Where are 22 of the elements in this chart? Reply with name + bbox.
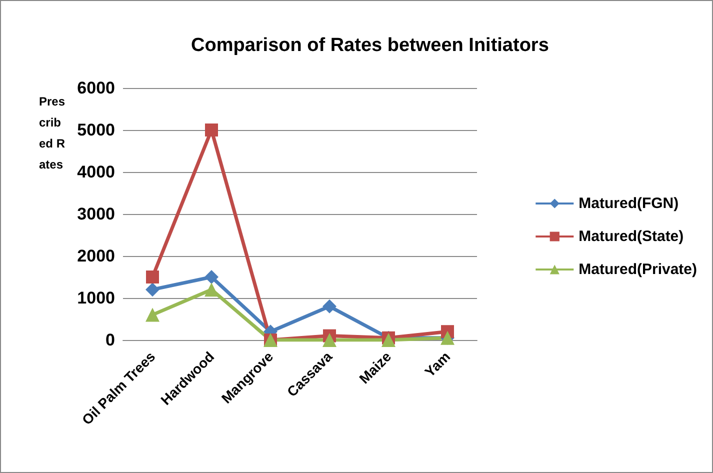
- y-tick-label: 2000: [77, 246, 115, 266]
- y-tick-label: 5000: [77, 120, 115, 140]
- y-tick-label: 1000: [77, 288, 115, 308]
- y-tick-label: 4000: [77, 162, 115, 182]
- y-tick-label: 3000: [77, 204, 115, 224]
- legend-label: Matured(FGN): [578, 195, 679, 212]
- point: [146, 270, 159, 284]
- point: [204, 282, 218, 297]
- point: [322, 299, 336, 314]
- legend-label: Matured(State): [578, 228, 684, 245]
- y-tick-label: 0: [106, 330, 115, 350]
- y-axis-title: Prescribed Rates: [39, 94, 66, 172]
- point: [322, 333, 336, 347]
- point: [205, 124, 218, 136]
- point: [382, 333, 396, 347]
- chart-title: Comparison of Rates between Initiators: [191, 35, 549, 56]
- x-tick-label: Yam: [421, 348, 454, 380]
- point: [146, 308, 160, 322]
- point: [146, 282, 160, 297]
- point: [204, 270, 218, 284]
- y-tick-label: 6000: [77, 78, 115, 98]
- legend-label: Matured(Private): [578, 261, 698, 278]
